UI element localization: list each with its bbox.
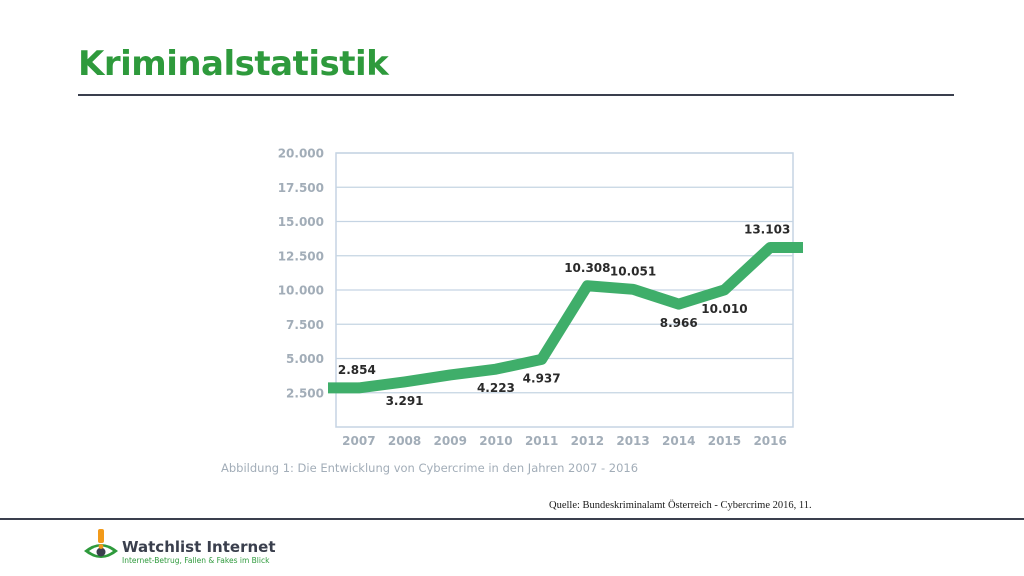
x-tick-label: 2009 [434, 434, 467, 448]
data-label: 8.966 [660, 316, 698, 330]
data-labels: 2.854 3.291 4.223 4.937 10.308 10.051 8.96610.… [338, 222, 790, 407]
y-tick-label: 17.500 [278, 181, 324, 195]
eye-exclamation-icon [84, 529, 118, 558]
data-label: 2.854 [338, 363, 376, 377]
title-divider [78, 94, 954, 96]
data-point [769, 246, 772, 249]
x-tick-label: 2013 [616, 434, 649, 448]
x-tick-label: 2016 [753, 434, 786, 448]
data-point [586, 284, 589, 287]
data-label: 3.291 [386, 394, 424, 408]
data-point [449, 373, 452, 376]
data-point [632, 288, 635, 291]
logo-tagline: Internet-Betrug, Fallen & Fakes im Blick [122, 556, 270, 565]
x-tick-label: 2015 [708, 434, 741, 448]
data-point [494, 368, 497, 371]
x-tick-label: 2012 [571, 434, 604, 448]
data-label: 10.308 [564, 261, 610, 275]
watchlist-internet-logo[interactable]: Watchlist Internet Internet-Betrug, Fall… [82, 529, 302, 571]
y-tick-label: 7.500 [286, 318, 324, 332]
logo-name: Watchlist Internet [122, 538, 276, 556]
y-tick-label: 20.000 [278, 147, 324, 161]
y-tick-label: 12.500 [278, 249, 324, 263]
data-point [403, 380, 406, 383]
data-point [357, 386, 360, 389]
chart-series [328, 241, 803, 394]
y-tick-label: 2.500 [286, 386, 324, 400]
x-tick-label: 2008 [388, 434, 421, 448]
y-tick-label: 10.000 [278, 284, 324, 298]
data-point [540, 358, 543, 361]
x-axis-ticks: 2007 2008 2009 2010 2011 2012 2013 2014 2015 2016 [342, 434, 787, 448]
x-tick-label: 2014 [662, 434, 695, 448]
chart-points [357, 246, 772, 389]
data-label: 10.010 [701, 302, 747, 316]
data-label: 4.937 [523, 371, 561, 385]
y-tick-label: 15.000 [278, 215, 324, 229]
series-line [328, 241, 803, 394]
y-axis-ticks: 2.500 5.000 7.500 10.000 12.500 15.000 17.500 2… [278, 147, 324, 401]
x-tick-label: 2007 [342, 434, 375, 448]
footer-divider [0, 518, 1024, 520]
data-label: 10.051 [610, 264, 656, 278]
data-point [723, 288, 726, 291]
x-tick-label: 2011 [525, 434, 558, 448]
data-point [677, 303, 680, 306]
data-label: 4.223 [477, 381, 515, 395]
x-tick-label: 2010 [479, 434, 512, 448]
data-label: 13.103 [744, 222, 790, 236]
figure-caption: Abbildung 1: Die Entwicklung von Cybercr… [221, 461, 639, 475]
source-citation: Quelle: Bundeskriminalamt Österreich - C… [549, 500, 812, 511]
y-tick-label: 5.000 [286, 352, 324, 366]
slide-title: Kriminalstatistik [78, 44, 389, 84]
